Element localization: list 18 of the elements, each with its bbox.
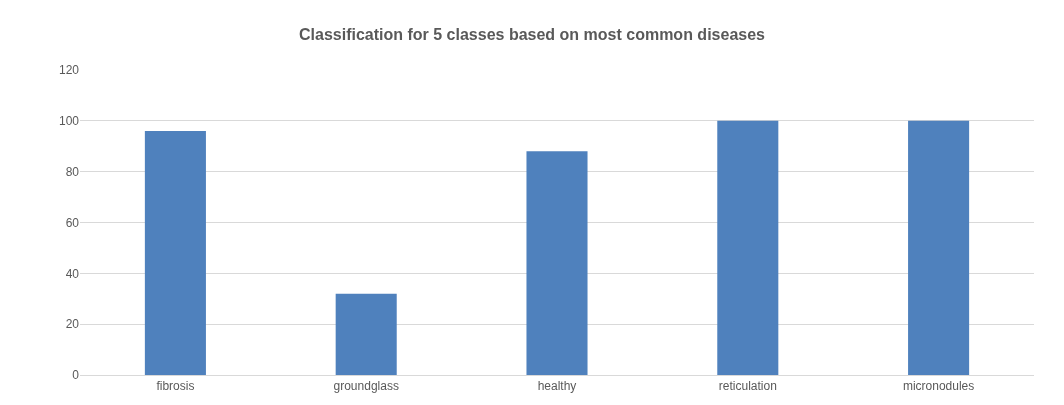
bar xyxy=(526,151,588,375)
bar xyxy=(717,120,779,375)
chart-title: Classification for 5 classes based on most common diseases xyxy=(299,25,766,43)
y-tick-label: 80 xyxy=(65,164,80,179)
bar xyxy=(335,293,397,375)
y-tick-label: 20 xyxy=(65,317,80,332)
x-tick-label: micronodules xyxy=(902,379,975,394)
y-tick-label: 120 xyxy=(58,63,80,78)
y-tick-label: 0 xyxy=(72,368,80,383)
y-tick-label: 60 xyxy=(65,215,80,230)
y-tick-label: 100 xyxy=(58,114,80,129)
bar xyxy=(908,120,970,375)
bar xyxy=(144,131,206,375)
x-tick-label: fibrosis xyxy=(156,379,195,394)
y-tick-label: 40 xyxy=(65,266,80,281)
x-tick-label: healthy xyxy=(537,379,577,394)
x-tick-label: groundglass xyxy=(333,379,399,394)
x-tick-label: reticulation xyxy=(718,379,777,394)
